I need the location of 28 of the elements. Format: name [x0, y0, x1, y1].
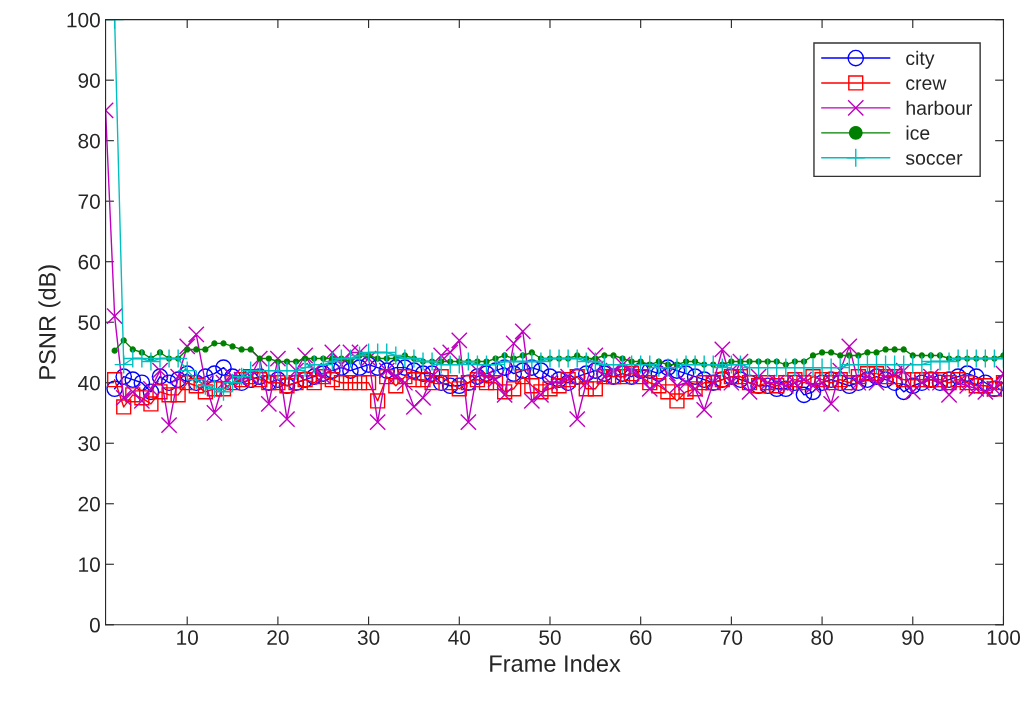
legend-label: harbour	[906, 100, 973, 115]
x-tick-label: 50	[539, 630, 561, 645]
y-axis-title: PSNR (dB)	[38, 265, 61, 379]
x-tick-label: 10	[177, 630, 198, 645]
legend-label: crew	[906, 79, 947, 90]
y-tick-label: 40	[78, 375, 100, 391]
x-tick-label: 80	[811, 630, 833, 645]
x-tick-label: 40	[448, 630, 471, 645]
x-tick-label: 90	[902, 630, 924, 645]
y-tick-label: 100	[67, 12, 100, 28]
x-tick-label: 100	[987, 630, 1021, 645]
y-tick-label: 50	[78, 315, 100, 330]
x-tick-label: 20	[267, 630, 289, 645]
x-axis-title: Frame Index	[490, 654, 621, 672]
y-tick-label: 70	[78, 194, 100, 209]
legend-label: city	[906, 50, 935, 69]
legend-label: ice	[906, 125, 930, 140]
y-tick-label: 10	[79, 557, 100, 573]
x-tick-label: 60	[630, 630, 652, 645]
legend-label: soccer	[905, 154, 963, 165]
y-tick-label: 20	[78, 496, 100, 512]
y-tick-label: 60	[78, 254, 100, 270]
y-tick-label: 0	[89, 617, 100, 633]
y-tick-label: 80	[78, 133, 100, 149]
y-tick-label: 30	[78, 436, 100, 451]
y-tick-label: 90	[78, 73, 100, 88]
x-tick-label: 70	[720, 630, 743, 645]
x-tick-label: 30	[357, 630, 380, 645]
